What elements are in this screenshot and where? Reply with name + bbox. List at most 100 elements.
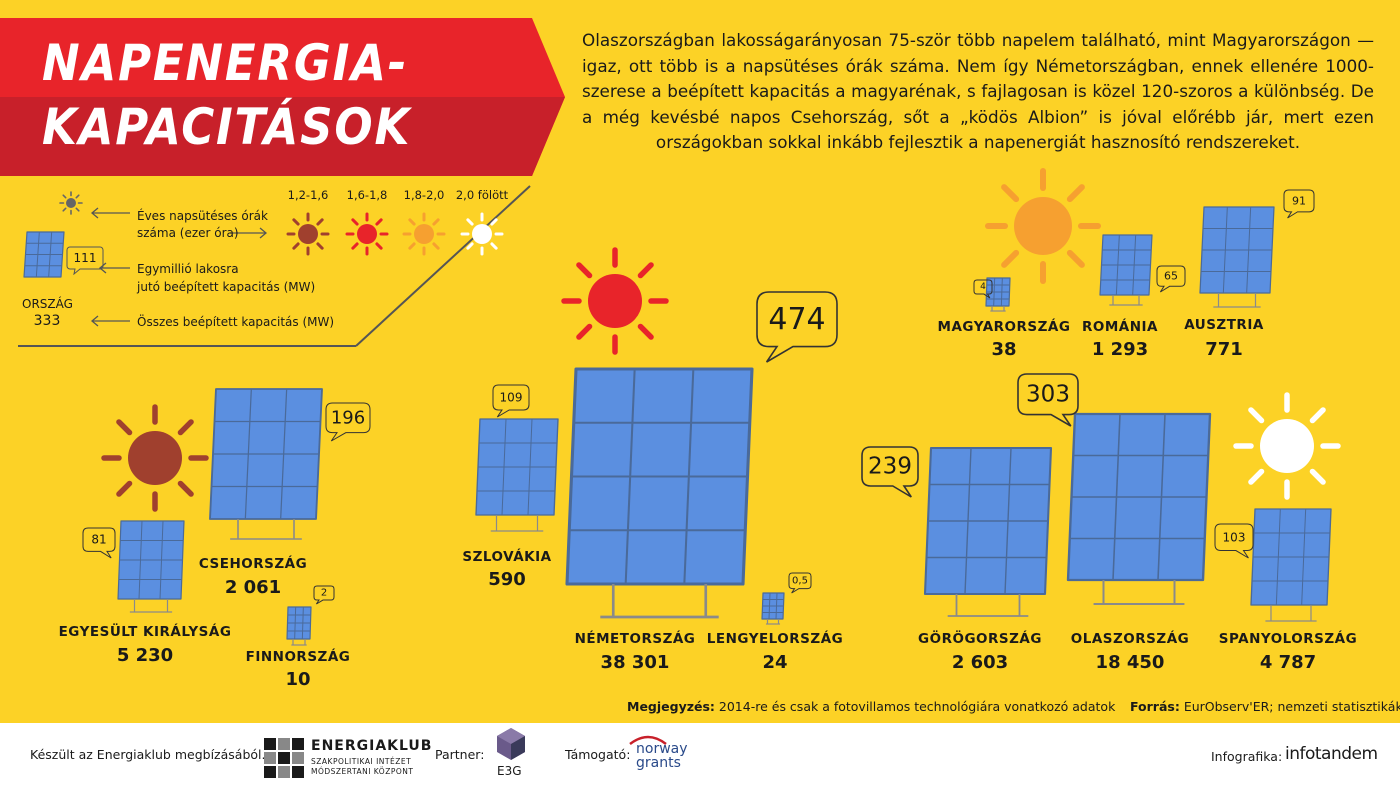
legend-sun-label-1: Éves napsütéses órák — [137, 209, 268, 223]
solar-panel-olaszorszag — [1066, 412, 1212, 606]
solar-panel-ausztria — [1199, 206, 1275, 308]
energiaklub-sub-2: MÓDSZERTANI KÖZPONT — [311, 767, 414, 776]
note-label: Megjegyzés: — [627, 699, 715, 714]
country-total-ausztria: 771 — [1205, 339, 1243, 360]
legend-cap-label-2: jutó beépített kapacitás (MW) — [137, 280, 316, 294]
legend-sun-label-2: száma (ezer óra) — [137, 226, 239, 240]
country-name-nemetorszag: NÉMETORSZÁG — [574, 631, 696, 647]
legend-range-3: 1,8-2,0 — [403, 188, 445, 202]
country-name-olaszorszag: OLASZORSZÁG — [1070, 631, 1190, 647]
legend-country-label: ORSZÁG — [22, 297, 73, 311]
sun-icon-brown — [101, 404, 209, 512]
country-name-romania: ROMÁNIA — [1081, 319, 1159, 335]
e3g-name: E3G — [497, 764, 522, 778]
country-name-lengyelorszag: LENGYELORSZÁG — [706, 631, 844, 647]
value-bubble-magyarorszag: 4 — [973, 279, 993, 299]
sun-icon-red — [561, 247, 669, 355]
value-bubble-egyesult-kiralysag: 81 — [82, 527, 116, 559]
legend-range-2: 1,6-1,8 — [346, 188, 388, 202]
intro-paragraph: Olaszországban lakosságarányosan 75-ször… — [582, 30, 1374, 152]
country-total-szlovakia: 590 — [488, 569, 526, 590]
country-name-finnorszag: FINNORSZÁG — [245, 649, 351, 665]
infographic-canvas: NAPENERGIA- KAPACITÁSOK Olaszországban l… — [0, 0, 1400, 723]
sun-icon-range-3 — [402, 212, 446, 256]
infotandem-logo: infotandem — [1285, 744, 1378, 764]
norway-grants-line-1: norway — [636, 741, 688, 757]
country-total-magyarorszag: 38 — [991, 339, 1017, 360]
norway-grants-line-2: grants — [636, 755, 681, 771]
note-text: 2014-re és csak a fotovillamos technológ… — [718, 699, 1116, 714]
title-line-2: KAPACITÁSOK — [42, 98, 412, 156]
per-million-value: 81 — [91, 533, 106, 547]
value-bubble-romania: 65 — [1156, 265, 1186, 293]
solar-panel-icon — [23, 231, 65, 278]
legend-total-desc: Összes beépített kapacitás (MW) — [137, 315, 335, 329]
value-bubble-gorogorszag: 239 — [861, 446, 919, 498]
legend-range-1: 1,2-1,6 — [287, 188, 329, 202]
country-total-olaszorszag: 18 450 — [1095, 652, 1165, 673]
solar-panel-lengyelorszag — [761, 592, 785, 625]
sun-icon-white — [1233, 392, 1341, 500]
country-total-csehorszag: 2 061 — [224, 577, 282, 598]
country-name-magyarorszag: MAGYARORSZÁG — [937, 319, 1071, 335]
value-bubble-finnorszag: 2 — [313, 585, 335, 605]
per-million-value: 303 — [1026, 381, 1070, 407]
country-name-ausztria: AUSZTRIA — [1184, 317, 1264, 333]
infographic-label: Infografika: — [1211, 749, 1283, 764]
per-million-value: 65 — [1164, 270, 1178, 283]
note: Megjegyzés: 2014-re és csak a fotovillam… — [627, 699, 1115, 714]
legend-total-label: 333 — [33, 313, 61, 329]
per-million-value: 239 — [868, 454, 912, 480]
energiaklub-logo — [264, 738, 304, 778]
value-bubble-nemetorszag: 474 — [756, 291, 838, 363]
energiaklub-name: ENERGIAKLUB — [311, 738, 433, 754]
speech-bubble-icon: 111 — [66, 246, 104, 275]
footer: Készült az Energiaklub megbízásából. ENE… — [0, 723, 1400, 788]
per-million-value: 91 — [1292, 194, 1306, 207]
solar-panel-gorogorszag — [923, 446, 1053, 617]
country-total-finnorszag: 10 — [285, 669, 311, 690]
country-total-romania: 1 293 — [1091, 339, 1149, 360]
made-for-text: Készült az Energiaklub megbízásából. — [30, 747, 266, 762]
title-line-1: NAPENERGIA- — [42, 34, 409, 92]
country-total-nemetorszag: 38 301 — [600, 652, 670, 673]
partner-label: Partner: — [435, 747, 485, 762]
source-label: Forrás: — [1130, 699, 1180, 714]
country-name-egyesult-kiralysag: EGYESÜLT KIRÁLYSÁG — [58, 624, 232, 640]
solar-panel-romania — [1099, 234, 1153, 306]
country-name-szlovakia: SZLOVÁKIA — [462, 549, 552, 565]
per-million-value: 2 — [321, 588, 327, 599]
legend-cap-label-1: Egymillió lakosra — [137, 262, 239, 276]
legend-bubble-value: 111 — [74, 251, 97, 265]
per-million-value: 4 — [980, 282, 986, 292]
solar-panel-egyesult-kiralysag — [117, 520, 185, 613]
value-bubble-szlovakia: 109 — [492, 384, 530, 418]
title-banner — [0, 18, 565, 176]
solar-panel-finnorszag — [286, 606, 312, 646]
sun-icon-range-2 — [345, 212, 389, 256]
value-bubble-ausztria: 91 — [1283, 189, 1315, 219]
solar-panel-spanyolorszag — [1250, 508, 1332, 622]
sun-icon-range-4 — [460, 212, 504, 256]
value-bubble-spanyolorszag: 103 — [1214, 523, 1254, 559]
solar-panel-nemetorszag — [565, 367, 754, 619]
country-name-gorogorszag: GÖRÖGORSZÁG — [918, 631, 1042, 647]
support-label: Támogató: — [565, 747, 631, 762]
value-bubble-lengyelorszag: 0,5 — [788, 572, 812, 594]
legend-range-4: 2,0 fölött — [455, 188, 509, 202]
sun-icon — [59, 191, 83, 215]
country-name-spanyolorszag: SPANYOLORSZÁG — [1218, 631, 1358, 647]
country-total-spanyolorszag: 4 787 — [1259, 652, 1317, 673]
value-bubble-olaszorszag: 303 — [1017, 373, 1079, 427]
country-total-egyesult-kiralysag: 5 230 — [116, 645, 174, 666]
country-total-lengyelorszag: 24 — [762, 652, 788, 673]
value-bubble-csehorszag: 196 — [325, 402, 371, 442]
source: Forrás: EurObserv'ER; nemzeti statisztik… — [1130, 699, 1400, 714]
country-name-csehorszag: CSEHORSZÁG — [198, 556, 308, 572]
sun-icon-orange — [985, 168, 1101, 284]
per-million-value: 474 — [768, 302, 825, 337]
solar-panel-szlovakia — [475, 418, 559, 532]
e3g-logo — [497, 728, 525, 760]
legend-graphics — [18, 185, 531, 347]
country-total-gorogorszag: 2 603 — [951, 652, 1009, 673]
